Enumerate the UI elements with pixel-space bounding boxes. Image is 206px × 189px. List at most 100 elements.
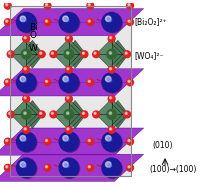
Circle shape [105, 136, 110, 141]
Circle shape [44, 19, 51, 26]
Ellipse shape [22, 79, 26, 82]
Circle shape [24, 112, 26, 114]
Circle shape [87, 138, 93, 145]
Circle shape [94, 52, 96, 54]
Circle shape [67, 68, 69, 70]
Circle shape [82, 112, 84, 114]
Polygon shape [64, 40, 86, 68]
Circle shape [109, 68, 111, 70]
Ellipse shape [107, 19, 111, 22]
Polygon shape [107, 100, 128, 128]
Circle shape [23, 127, 29, 133]
Circle shape [24, 97, 26, 99]
Circle shape [59, 158, 78, 177]
Polygon shape [0, 154, 143, 181]
Circle shape [123, 111, 130, 118]
Circle shape [62, 162, 68, 167]
Text: [Bi₂O₂]²⁺: [Bi₂O₂]²⁺ [133, 17, 166, 26]
Polygon shape [0, 128, 143, 155]
Circle shape [125, 52, 126, 54]
Circle shape [60, 159, 79, 178]
Circle shape [6, 139, 8, 142]
Circle shape [88, 20, 90, 22]
Circle shape [4, 79, 11, 86]
Circle shape [4, 164, 11, 171]
Circle shape [102, 133, 122, 152]
Circle shape [38, 111, 45, 118]
Circle shape [128, 20, 129, 22]
Circle shape [109, 128, 111, 130]
Circle shape [109, 52, 111, 54]
Circle shape [106, 49, 116, 59]
Polygon shape [21, 40, 43, 68]
Circle shape [65, 95, 72, 102]
Circle shape [88, 80, 90, 82]
Circle shape [126, 2, 133, 9]
Circle shape [87, 164, 93, 171]
Circle shape [20, 162, 25, 167]
Polygon shape [96, 99, 126, 130]
Circle shape [23, 95, 29, 102]
Circle shape [40, 52, 42, 54]
Text: Bi: Bi [29, 23, 38, 32]
Circle shape [24, 68, 26, 70]
Circle shape [45, 139, 47, 142]
Ellipse shape [65, 164, 69, 167]
Circle shape [128, 166, 129, 168]
Circle shape [88, 4, 90, 6]
Circle shape [105, 16, 110, 22]
Ellipse shape [65, 79, 69, 82]
Circle shape [16, 12, 36, 32]
Circle shape [65, 127, 72, 133]
Circle shape [126, 164, 133, 171]
Circle shape [108, 35, 115, 42]
Circle shape [128, 139, 129, 142]
Circle shape [126, 19, 133, 26]
Circle shape [24, 52, 26, 54]
Circle shape [102, 159, 122, 178]
Circle shape [108, 95, 115, 102]
Circle shape [92, 51, 99, 58]
Polygon shape [21, 100, 43, 128]
Circle shape [60, 133, 79, 152]
Circle shape [21, 110, 31, 119]
Circle shape [88, 166, 90, 168]
Circle shape [67, 97, 69, 99]
Circle shape [17, 13, 37, 33]
Ellipse shape [107, 79, 111, 82]
Circle shape [20, 76, 25, 82]
Circle shape [102, 74, 122, 93]
Circle shape [60, 74, 79, 93]
Text: O: O [29, 31, 36, 40]
Circle shape [87, 19, 93, 26]
Circle shape [128, 80, 129, 82]
Circle shape [59, 73, 78, 92]
Circle shape [6, 20, 8, 22]
Circle shape [24, 37, 26, 39]
Ellipse shape [22, 19, 26, 22]
Circle shape [44, 138, 51, 145]
Text: (100)→(100): (100)→(100) [149, 165, 196, 174]
Circle shape [45, 20, 47, 22]
Circle shape [81, 111, 87, 118]
Circle shape [102, 13, 122, 33]
Circle shape [62, 136, 68, 141]
Circle shape [44, 2, 51, 9]
Circle shape [88, 139, 90, 142]
Circle shape [66, 112, 69, 114]
Circle shape [45, 166, 47, 168]
Circle shape [20, 136, 25, 141]
Text: W: W [29, 44, 38, 53]
Polygon shape [11, 99, 42, 130]
Circle shape [126, 79, 133, 86]
Ellipse shape [65, 19, 69, 22]
Polygon shape [11, 39, 42, 70]
Circle shape [45, 80, 47, 82]
Circle shape [62, 76, 68, 82]
Circle shape [87, 79, 93, 86]
Circle shape [51, 112, 53, 114]
Circle shape [105, 76, 110, 82]
Circle shape [105, 162, 110, 167]
Circle shape [108, 127, 115, 133]
Circle shape [45, 4, 47, 6]
